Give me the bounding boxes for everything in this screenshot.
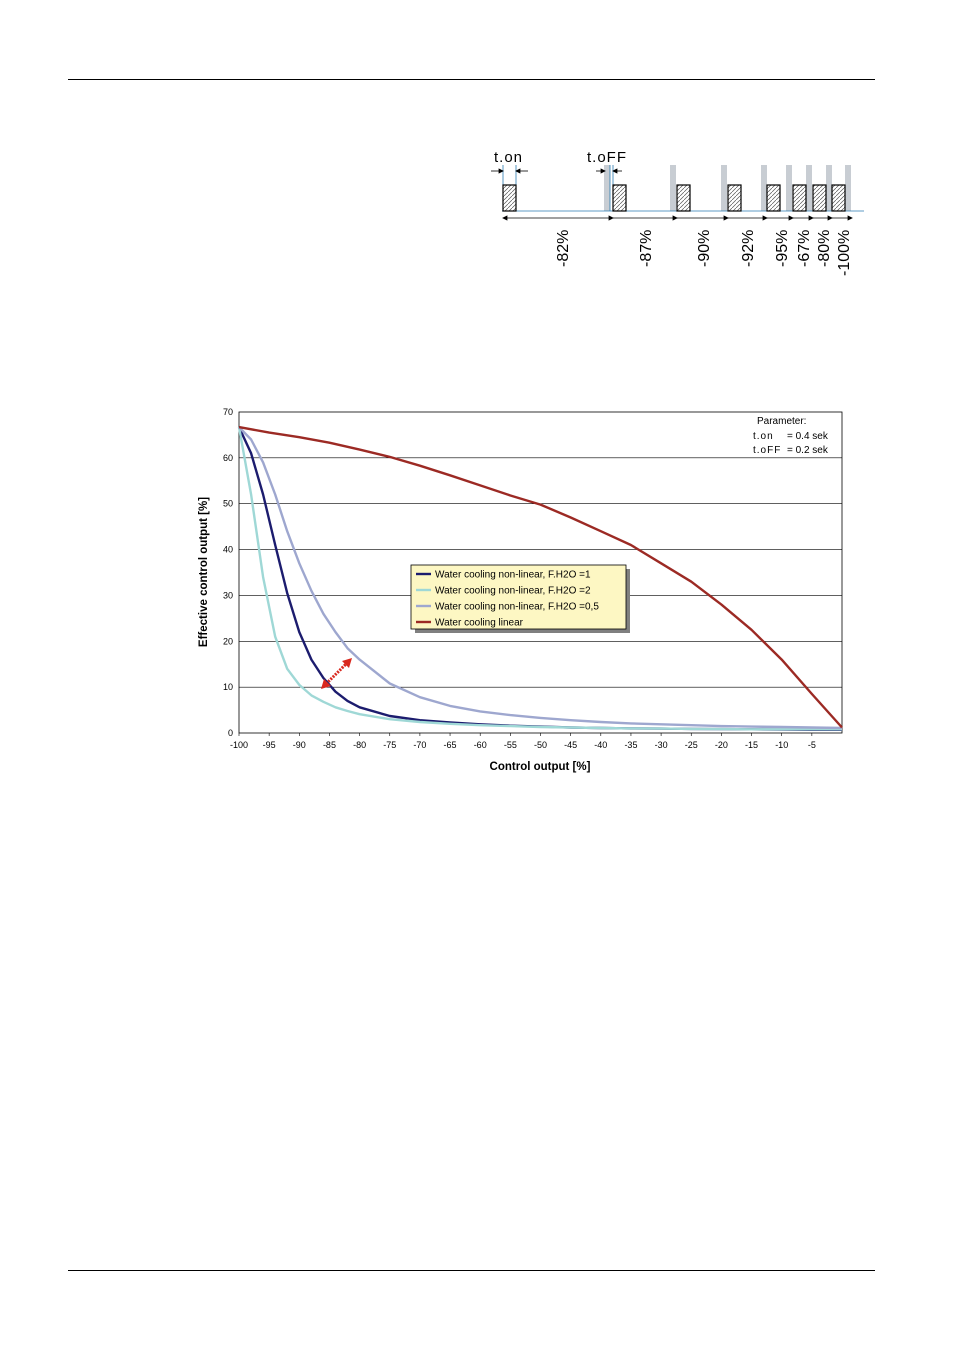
y-tick-label: 60 [223,453,233,463]
x-tick-label: -65 [444,740,457,750]
x-tick-labels: -100 -95 -90 -85 -80 -75 -70 -65 -60 -55 -50 -45 -40… [230,733,816,750]
top-rule [68,79,875,80]
y-tick-label: 40 [223,545,233,555]
x-tick-label: -80 [353,740,366,750]
pulse-timing-diagram: t.on t.oFF -82% -87% -90% -92% -95% -67%… [491,149,864,276]
percent-label: -90% [696,230,713,267]
x-tick-label: -5 [808,740,816,750]
x-tick-label: -75 [383,740,396,750]
legend-label: Water cooling linear [435,618,524,629]
x-tick-label: -70 [413,740,426,750]
y-tick-labels: 0 10 20 30 40 50 60 70 [223,407,233,738]
x-tick-label: -90 [293,740,306,750]
bottom-rule [68,1270,875,1271]
parameter-title: Parameter: [757,416,806,427]
param-t-off-value: = 0.2 sek [787,445,829,456]
x-tick-label: -85 [323,740,336,750]
y-tick-label: 20 [223,636,233,646]
x-tick-label: -40 [594,740,607,750]
x-tick-label: -35 [624,740,637,750]
period-arrows [502,215,853,221]
x-tick-label: -30 [655,740,668,750]
y-tick-label: 0 [228,728,233,738]
y-tick-label: 50 [223,499,233,509]
x-tick-label: -95 [263,740,276,750]
x-tick-label: -20 [715,740,728,750]
double-arrow-icon [321,658,352,689]
percent-label: -95% [774,230,791,267]
percent-label: -82% [555,230,572,267]
legend: Water cooling non-linear, F.H2O =1 Water … [410,564,630,633]
percent-label: -100% [836,230,853,276]
x-tick-label: -45 [564,740,577,750]
y-tick-label: 10 [223,682,233,692]
legend-label: Water cooling non-linear, F.H2O =2 [435,586,591,597]
series-line-3 [238,425,843,729]
x-tick-label: -10 [775,740,788,750]
param-t-on-value: = 0.4 sek [787,431,829,442]
legend-label: Water cooling non-linear, F.H2O =0,5 [435,602,599,613]
y-tick-label: 70 [223,407,233,417]
percent-label: -80% [816,230,833,267]
param-t-on-name: t.on [753,431,774,442]
t-on-label: t.on [494,149,523,166]
x-tick-label: -25 [685,740,698,750]
x-tick-label: -55 [504,740,517,750]
series-line-2 [238,426,843,730]
t-off-label: t.oFF [587,149,627,166]
percent-label: -87% [638,230,655,267]
y-axis-label: Effective control output [%] [198,497,210,647]
t-on-arrows [491,168,622,174]
parameter-box: Parameter: t.on = 0.4 sek t.oFF = 0.2 se… [753,416,829,456]
param-t-off-name: t.oFF [753,445,781,456]
effective-output-chart: 0 10 20 30 40 50 60 70 -100 -95 -90 -85 -80 -75 -70 -6… [198,407,843,773]
pulses [502,184,846,212]
x-tick-label: -50 [534,740,547,750]
y-tick-label: 30 [223,590,233,600]
grid-lines [239,457,842,688]
percent-label: -92% [740,230,757,267]
series-lines [237,425,843,731]
x-tick-label: -60 [474,740,487,750]
x-tick-label: -100 [230,740,248,750]
legend-label: Water cooling non-linear, F.H2O =1 [435,570,591,581]
x-tick-label: -15 [745,740,758,750]
percent-label: -67% [796,230,813,267]
off-bands [604,165,851,211]
x-axis-label: Control output [%] [490,761,591,773]
series-line-1 [237,426,842,731]
percent-labels: -82% -87% -90% -92% -95% -67% -80% -100% [555,230,853,276]
